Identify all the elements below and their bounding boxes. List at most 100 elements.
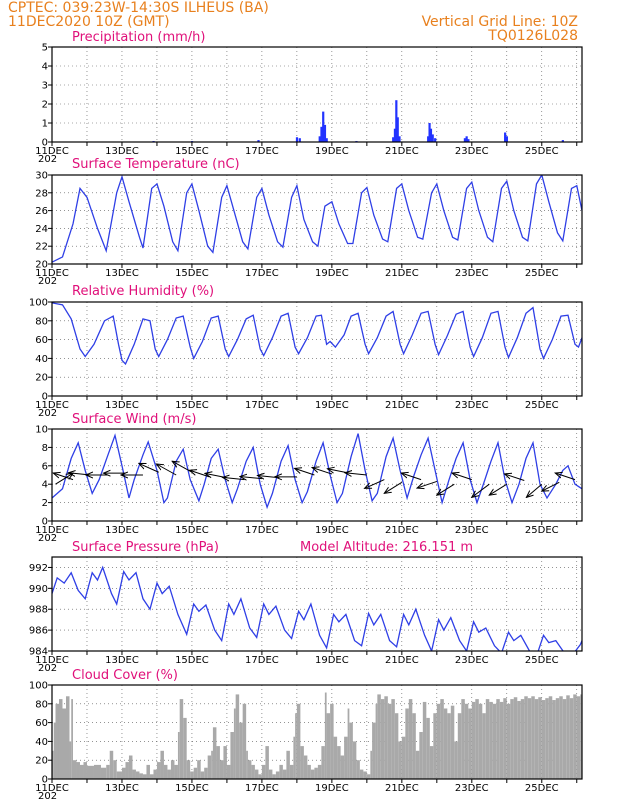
cloud-cover-bar [359,769,364,779]
y-tick-label: 3 [42,81,48,92]
cloud-cover-bar [475,699,479,779]
cloud-cover-bar [211,750,213,779]
y-tick-label: 40 [35,737,48,748]
cloud-cover-bar [548,696,553,779]
wind-vector-arrow [384,481,403,493]
x-tick-label: 23DEC [455,783,489,794]
cloud-cover-bar [559,696,563,779]
cloud-cover-bar [436,703,441,779]
x-tick-label: 23DEC [455,268,489,279]
x-tick-label: 19DEC [315,268,349,279]
panel-2: Relative Humidity (%) 0 20 40 60 80 100 11DEC 13… [29,284,583,419]
precipitation-bar [463,138,467,142]
precipitation-bar [434,138,437,142]
wind-vector-arrow [365,479,385,489]
wind-vector-arrow [452,473,472,481]
cloud-cover-bar [295,713,297,779]
cloud-cover-bar [156,762,161,779]
y-tick-label: 1 [42,119,48,130]
x-tick-label: 17DEC [245,146,279,157]
y-tick-label: 6 [42,461,48,472]
cloud-cover-bar [337,746,341,779]
y-tick-label: 2 [42,100,48,111]
cloud-cover-bar [429,746,434,779]
cloud-cover-bar [569,698,574,779]
x-tick-label: 25DEC [525,268,559,279]
plot-area [52,565,582,651]
y-tick-label: 0 [42,775,48,786]
cloud-cover-bar [135,771,140,779]
panel-title: Cloud Cover (%) [72,668,178,683]
cloud-cover-bar [372,722,376,779]
cloud-cover-bar [333,736,338,779]
cloud-cover-bar [321,746,325,779]
cloud-cover-bar [268,769,273,779]
y-tick-label: 988 [29,605,48,616]
cloud-cover-bar [471,701,476,779]
cloud-cover-bar [242,703,247,779]
series-line [52,565,582,651]
wind-vector-arrow [489,483,508,495]
panel-title: Surface Wind (m/s) [72,412,196,427]
y-tick-label: 2 [42,498,48,509]
cloud-cover-bar [160,750,164,779]
x-year-label: 202 [38,276,57,287]
wind-vector-arrow [156,464,177,476]
precipitation-bar [295,137,299,142]
cloud-cover-bar [513,697,518,779]
header-location: CPTEC: 039:23W-14:30S ILHEUS (BA) [8,0,269,16]
y-tick-label: 0 [42,517,48,528]
y-tick-label: 100 [29,298,48,309]
cloud-cover-bar [223,746,227,779]
precipitation-bar [323,124,327,142]
precipitation-bar [320,126,323,142]
cloud-cover-bar [183,717,187,779]
cloud-cover-bar [391,699,395,779]
cloud-cover-bar [106,764,110,779]
cloud-cover-bar [340,755,345,779]
x-tick-label: 15DEC [175,655,209,666]
panel-4: Surface Pressure (hPa) Model Altitude: 21… [29,540,583,674]
cloud-cover-bar [246,750,248,779]
x-tick-label: 11DEC [35,400,69,411]
panel-title: Surface Pressure (hPa) [72,540,219,555]
cloud-cover-bar [580,694,582,779]
x-tick-label: 25DEC [525,655,559,666]
header-grid-line: Vertical Grid Line: 10Z [422,14,578,30]
cloud-cover-bar [65,696,70,779]
cloud-cover-bar [121,767,126,779]
precipitation-bar [398,136,401,142]
wind-vector-arrow [295,468,315,476]
cloud-cover-bar [375,703,378,779]
cloud-cover-bar [212,727,217,779]
cloud-cover-bar [230,732,234,779]
y-tick-label: 30 [35,171,48,182]
x-tick-label: 17DEC [245,400,279,411]
y-tick-label: 60 [35,335,48,346]
cloud-cover-bar [258,774,262,779]
y-tick-label: 0 [42,138,48,149]
cloud-cover-bar [125,762,129,779]
precipitation-bar [257,140,260,142]
x-tick-label: 13DEC [105,525,139,536]
cloud-cover-bar [573,694,577,779]
precipitation-bar [467,139,470,142]
x-tick-label: 15DEC [175,400,209,411]
cloud-cover-bar [527,698,532,779]
x-tick-label: 23DEC [455,525,489,536]
x-tick-label: 17DEC [245,525,279,536]
x-tick-label: 19DEC [315,400,349,411]
cloud-cover-bar [235,694,240,779]
cloud-cover-bar [275,771,280,779]
cloud-cover-bar [363,771,367,779]
cloud-cover-bar [499,701,504,779]
cloud-cover-bar [366,774,371,779]
cloud-cover-bar [289,764,294,779]
cloud-cover-bar [485,699,490,779]
x-tick-label: 19DEC [315,783,349,794]
cloud-cover-bar [450,705,455,779]
wind-vector-arrow [417,480,437,488]
x-tick-label: 17DEC [245,783,279,794]
cloud-cover-bar [139,773,143,779]
cloud-cover-bar [447,713,451,779]
